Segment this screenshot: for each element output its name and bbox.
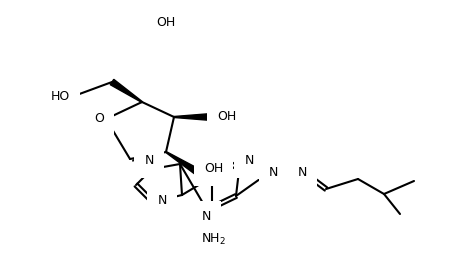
Text: H: H: [264, 160, 273, 170]
Polygon shape: [174, 114, 207, 120]
Polygon shape: [165, 152, 197, 174]
Text: HO: HO: [51, 90, 70, 102]
Text: N: N: [268, 167, 278, 179]
Text: OH: OH: [156, 16, 175, 28]
Text: N: N: [201, 210, 210, 224]
Text: N: N: [244, 155, 253, 167]
Text: N: N: [144, 155, 153, 167]
Text: O: O: [94, 112, 104, 124]
Text: OH: OH: [203, 162, 223, 176]
Text: N: N: [157, 195, 167, 207]
Text: OH: OH: [217, 110, 236, 122]
Polygon shape: [110, 79, 142, 102]
Text: N: N: [298, 167, 307, 179]
Text: NH$_2$: NH$_2$: [200, 232, 225, 247]
